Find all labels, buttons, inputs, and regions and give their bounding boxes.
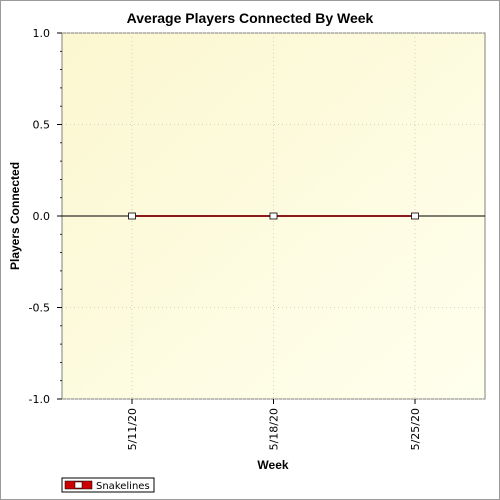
y-axis: 1.0 0.5 0.0 -0.5 -1.0: [29, 27, 62, 406]
legend-marker: [74, 481, 83, 489]
y-tick-label: -1.0: [29, 393, 50, 406]
y-tick-label: 0.5: [33, 119, 51, 132]
y-tick-label: 1.0: [33, 27, 51, 40]
series-layer: [128, 212, 419, 220]
x-tick-label: 5/11/20: [126, 408, 139, 450]
y-axis-label: Players Connected: [8, 162, 22, 270]
legend-label: Snakelines: [96, 481, 150, 492]
data-point: [411, 212, 419, 220]
y-tick-label: 0.0: [33, 210, 51, 223]
x-axis-label: Week: [257, 458, 288, 472]
legend: Snakelines: [61, 477, 155, 493]
x-axis: 5/11/20 5/18/20 5/25/20: [126, 399, 422, 450]
data-point: [128, 212, 136, 220]
chart-title: Average Players Connected By Week: [127, 10, 374, 26]
x-tick-label: 5/18/20: [268, 408, 281, 450]
y-tick-label: -0.5: [29, 302, 50, 315]
data-point: [269, 212, 278, 220]
x-tick-label: 5/25/20: [409, 408, 422, 450]
